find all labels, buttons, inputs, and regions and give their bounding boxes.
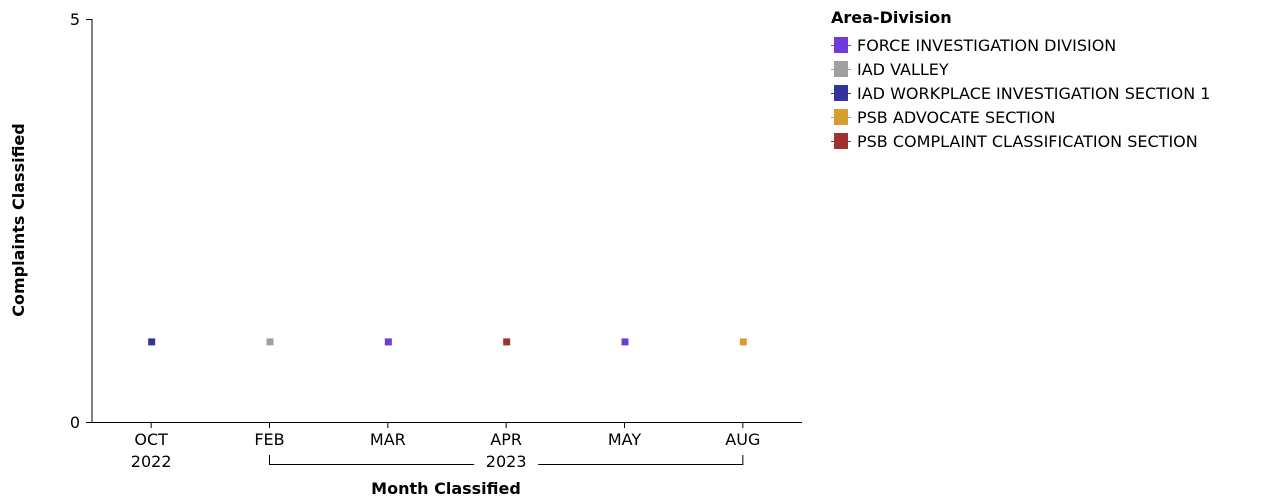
x-tick-label: AUG bbox=[725, 430, 760, 449]
legend-label: IAD WORKPLACE INVESTIGATION SECTION 1 bbox=[857, 83, 1211, 103]
legend-item: PSB ADVOCATE SECTION bbox=[831, 105, 1210, 129]
legend-item: IAD WORKPLACE INVESTIGATION SECTION 1 bbox=[831, 81, 1210, 105]
legend-label: PSB COMPLAINT CLASSIFICATION SECTION bbox=[857, 131, 1198, 151]
axes: 0 5 OCT 2022 FEB MAR APR MAY AUG 2023 bbox=[70, 10, 802, 471]
y-tick-label: 0 bbox=[70, 413, 80, 432]
legend-swatch bbox=[831, 85, 851, 101]
legend-item: FORCE INVESTIGATION DIVISION bbox=[831, 33, 1210, 57]
x-year-label: 2022 bbox=[131, 452, 172, 471]
y-axis-title: Complaints Classified bbox=[9, 123, 28, 316]
x-axis-title: Month Classified bbox=[371, 479, 521, 498]
x-tick-label: FEB bbox=[254, 430, 284, 449]
data-point bbox=[621, 338, 629, 346]
x-tick-label: MAR bbox=[370, 430, 406, 449]
legend-swatch bbox=[831, 109, 851, 125]
legend-title: Area-Division bbox=[831, 8, 952, 27]
data-point bbox=[148, 338, 156, 346]
legend-items: FORCE INVESTIGATION DIVISION IAD VALLEY IA… bbox=[831, 33, 1210, 153]
data-point bbox=[384, 338, 392, 346]
legend-swatch bbox=[831, 133, 851, 149]
legend-item: IAD VALLEY bbox=[831, 57, 1210, 81]
y-tick-label: 5 bbox=[70, 10, 80, 29]
x-tick-label: APR bbox=[490, 430, 522, 449]
data-point bbox=[739, 338, 747, 346]
x-tick-label: OCT bbox=[134, 430, 168, 449]
legend-label: FORCE INVESTIGATION DIVISION bbox=[857, 35, 1117, 55]
legend-label: IAD VALLEY bbox=[857, 59, 949, 79]
x-tick-label: MAY bbox=[608, 430, 642, 449]
legend-label: PSB ADVOCATE SECTION bbox=[857, 107, 1056, 127]
year-group-label: 2023 bbox=[486, 452, 527, 471]
legend-item: PSB COMPLAINT CLASSIFICATION SECTION bbox=[831, 129, 1210, 153]
data-point bbox=[503, 338, 511, 346]
year-group-bracket bbox=[269, 455, 744, 465]
legend-swatch bbox=[831, 61, 851, 77]
legend-swatch bbox=[831, 37, 851, 53]
legend: Area-Division FORCE INVESTIGATION DIVISI… bbox=[831, 8, 1210, 153]
data-point bbox=[266, 338, 274, 346]
data-points bbox=[148, 338, 747, 346]
